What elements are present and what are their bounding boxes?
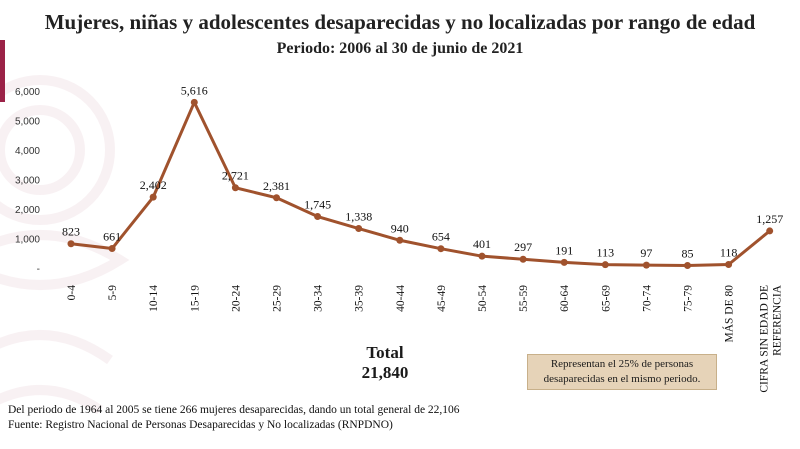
x-tick-label: 65-69 — [600, 285, 612, 312]
data-label: 823 — [62, 225, 80, 239]
data-point — [396, 236, 404, 244]
note-box: Representan el 25% de personas desaparec… — [527, 354, 717, 390]
data-point — [273, 194, 280, 202]
y-tick-label: 3,000 — [15, 176, 40, 187]
footnote-period: Del periodo de 1964 al 2005 se tiene 266… — [8, 404, 460, 416]
data-point — [478, 252, 486, 260]
data-label: 297 — [514, 240, 532, 254]
data-point — [519, 255, 527, 263]
x-tick-label: 0-4 — [66, 285, 78, 301]
x-tick-label: 25-29 — [272, 285, 284, 312]
x-tick-label: 40-44 — [395, 285, 407, 312]
x-tick-label: REFERENCIA — [772, 284, 784, 356]
y-tick-label: 6,000 — [15, 87, 40, 98]
data-point — [437, 245, 445, 253]
data-label: 118 — [720, 246, 738, 260]
x-tick-label: 60-64 — [559, 285, 571, 312]
data-point — [190, 98, 198, 106]
data-point — [149, 193, 157, 201]
total-label: Total — [366, 343, 404, 362]
x-tick-label: 70-74 — [641, 285, 653, 312]
data-point — [108, 245, 116, 253]
data-point — [314, 213, 322, 221]
x-tick-label: MÁS DE 80 — [722, 285, 736, 343]
data-label: 2,721 — [222, 169, 249, 183]
data-point — [601, 261, 609, 269]
data-label: 1,338 — [345, 210, 372, 224]
total-value: 21,840 — [361, 363, 409, 382]
y-tick-label: - — [37, 264, 40, 275]
data-label: 191 — [555, 243, 573, 257]
x-tick-label: 55-59 — [518, 285, 530, 312]
data-point — [560, 258, 568, 266]
watermark-emblem — [0, 75, 130, 415]
y-tick-label: 4,000 — [15, 146, 40, 157]
data-label: 113 — [597, 246, 615, 260]
data-label: 940 — [391, 221, 409, 235]
footnote-source: Fuente: Registro Nacional de Personas De… — [8, 419, 393, 431]
data-point — [67, 240, 75, 248]
chart-title: Mujeres, niñas y adolescentes desapareci… — [44, 10, 756, 34]
data-label: 1,257 — [756, 212, 783, 226]
chart-subtitle: Periodo: 2006 al 30 de junio de 2021 — [276, 40, 524, 57]
data-label: 97 — [640, 246, 652, 260]
x-tick-label: 30-34 — [313, 285, 325, 312]
data-point — [355, 225, 363, 233]
data-label: 654 — [432, 230, 450, 244]
x-tick-label: 5-9 — [107, 285, 119, 301]
data-point — [642, 261, 650, 269]
data-label: 1,745 — [304, 198, 331, 212]
x-tick-label: 35-39 — [354, 285, 366, 312]
x-tick-label: 75-79 — [683, 285, 695, 312]
y-tick-label: 5,000 — [15, 117, 40, 128]
y-tick-label: 1,000 — [15, 235, 40, 246]
x-tick-label: CIFRA SIN EDAD DE — [759, 285, 771, 393]
data-label: 401 — [473, 237, 491, 251]
data-label: 661 — [103, 230, 121, 244]
x-tick-label: 20-24 — [230, 285, 242, 312]
x-tick-label: 45-49 — [436, 285, 448, 312]
data-point — [766, 227, 774, 235]
data-point — [231, 184, 239, 192]
series-line — [70, 100, 771, 267]
data-label: 2,402 — [140, 178, 167, 192]
x-tick-label: 15-19 — [189, 285, 201, 312]
y-tick-label: 2,000 — [15, 205, 40, 216]
data-point — [725, 261, 733, 269]
data-point — [684, 261, 691, 269]
data-label: 85 — [682, 246, 694, 260]
accent-bar — [0, 40, 5, 102]
x-tick-label: 10-14 — [148, 285, 160, 312]
data-label: 2,381 — [263, 179, 290, 193]
x-tick-label: 50-54 — [477, 285, 489, 312]
data-label: 5,616 — [181, 83, 208, 97]
